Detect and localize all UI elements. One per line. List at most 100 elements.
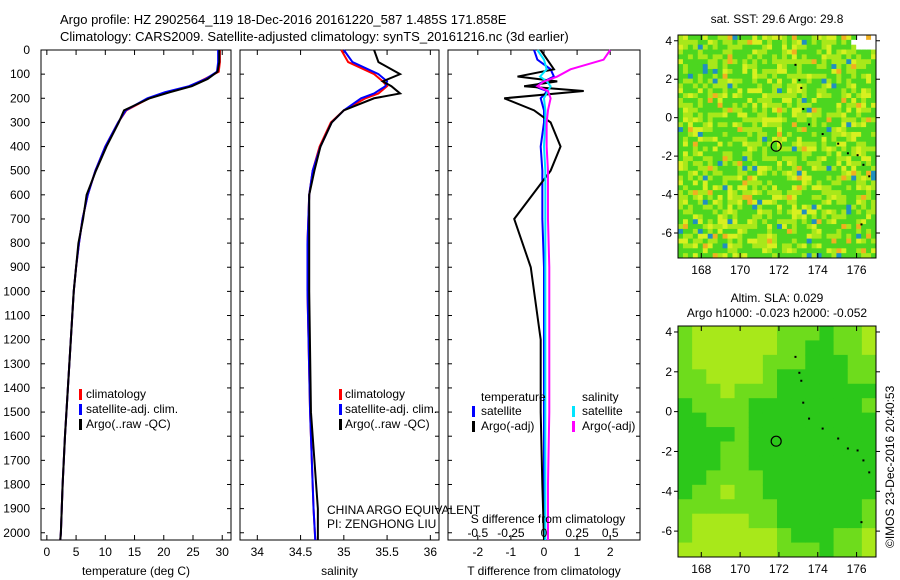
map-cell (856, 253, 862, 259)
map-cell (727, 228, 733, 235)
map-cell (702, 248, 709, 254)
map-cell (747, 228, 753, 235)
map-cell (720, 326, 736, 341)
map-cell (856, 117, 862, 123)
map-cell (762, 427, 778, 442)
island-marker (837, 142, 840, 145)
map-cell (722, 127, 728, 133)
map-cell (762, 190, 768, 196)
map-cell (821, 83, 827, 89)
map-cell (831, 248, 837, 254)
map-cell (826, 204, 832, 211)
map-cell (851, 107, 857, 114)
map-cell (819, 369, 835, 385)
map-cell (752, 199, 758, 206)
map-cell (757, 141, 763, 147)
map-cell (762, 383, 778, 399)
map-cell (796, 112, 803, 118)
map-cell (772, 68, 778, 75)
map-cell (727, 68, 733, 75)
map-cell (712, 228, 719, 235)
map-cell (707, 49, 714, 55)
map-cell (762, 122, 768, 128)
map-cell (811, 204, 818, 211)
map-cell (847, 499, 863, 515)
map-cell (678, 499, 693, 515)
map-cell (831, 107, 837, 114)
map-cell (826, 233, 832, 240)
map-cell (697, 190, 704, 196)
map-cell (847, 513, 863, 529)
map-cell (796, 156, 803, 162)
map-cell (762, 194, 768, 201)
map-cell (717, 214, 724, 220)
map-cell (757, 49, 763, 55)
map-cell (806, 253, 813, 259)
s-diff-tick-label: -0.25 (497, 526, 525, 540)
map-cell (831, 64, 837, 70)
map-cell (767, 78, 773, 84)
map-cell (687, 190, 694, 196)
map-cell (861, 68, 867, 75)
map-cell (757, 73, 763, 80)
map-cell (816, 219, 823, 225)
map-cell (697, 204, 704, 211)
map-cell (747, 190, 753, 196)
map-cell (791, 219, 798, 225)
map-cell (737, 39, 743, 46)
map-cell (772, 49, 778, 55)
map-cell (841, 64, 847, 70)
map-cell (816, 204, 823, 211)
map-cell (692, 141, 699, 147)
map-cell (732, 59, 738, 65)
s-diff-tick-label: 0 (541, 526, 548, 540)
map-cell (806, 73, 813, 80)
map-cell (816, 68, 823, 75)
map-cell (847, 455, 863, 471)
map-cell (796, 39, 803, 46)
map-cell (871, 151, 877, 157)
map-cell (737, 238, 743, 244)
map-cell (806, 209, 813, 215)
map-cell (866, 68, 872, 75)
map-cell (871, 93, 877, 99)
map-cell (772, 214, 778, 220)
map-cell (747, 146, 753, 152)
map-cell (767, 83, 773, 89)
map-cell (757, 243, 763, 249)
map-cell (687, 68, 694, 75)
map-cell (737, 136, 743, 143)
map-cell (717, 78, 724, 84)
map-cell (861, 455, 877, 471)
map-cell (712, 165, 719, 172)
map-cell (747, 156, 753, 162)
map-cell (697, 64, 704, 70)
map-cell (816, 180, 823, 186)
map-cell (846, 204, 852, 211)
map-cell (742, 64, 748, 70)
map-cell (712, 175, 719, 181)
map-cell (762, 238, 768, 244)
map-cell (866, 180, 872, 186)
map-cell (841, 214, 847, 220)
map-cell (702, 102, 709, 109)
map-cell (796, 131, 803, 138)
map-cell (747, 39, 753, 46)
map-cell (836, 102, 842, 109)
map-cell (777, 54, 783, 60)
map-cell (722, 209, 728, 215)
map-cell (777, 243, 783, 249)
map-cell (707, 214, 714, 220)
map-cell (836, 185, 842, 191)
map-cell (871, 204, 877, 211)
map-cell (697, 228, 704, 235)
map-cell (781, 127, 788, 133)
map-cell (752, 253, 758, 259)
map-cell (678, 35, 684, 41)
map-cell (791, 199, 798, 206)
map-cell (757, 117, 763, 123)
map-cell (831, 199, 837, 206)
map-cell (737, 49, 743, 55)
map-cell (697, 54, 704, 60)
map-cell (717, 243, 724, 249)
